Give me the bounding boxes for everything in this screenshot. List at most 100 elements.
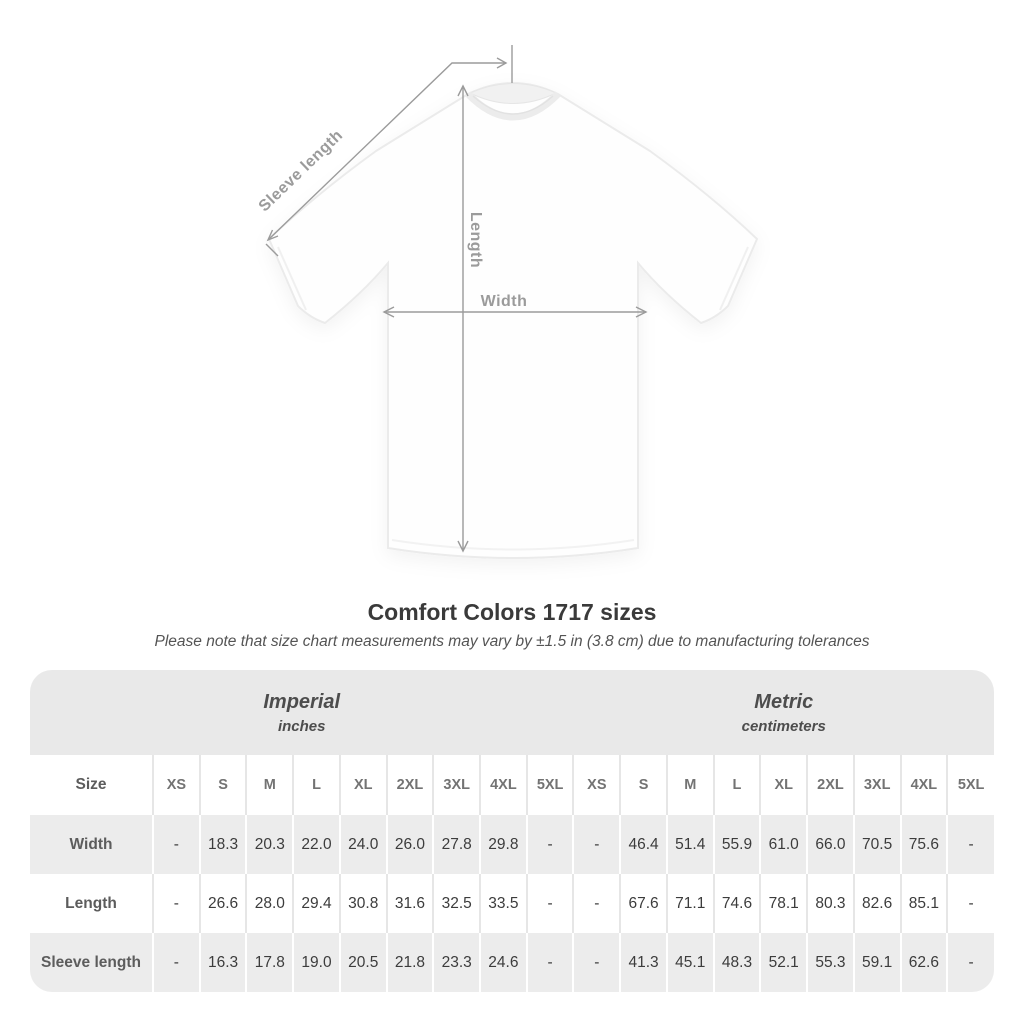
tshirt-neckline-stitch [472,95,554,115]
size-header-cell: 4XL [899,755,948,815]
size-header-cell: 2XL [385,755,434,815]
sleeve-length-arrow [265,45,513,257]
size-value-cell: 22.0 [292,815,340,874]
tshirt-neckline [465,91,561,121]
size-value-cell: 67.6 [619,874,667,933]
size-chart-table: Imperial inches Metric centimeters Size … [30,670,994,992]
size-header-cell: 5XL [525,755,574,815]
size-value-cell: 24.6 [479,933,527,992]
size-value-cell: - [572,815,621,874]
centimeters-label: centimeters [741,717,826,735]
size-value-cell: 27.8 [432,815,481,874]
size-value-cell: 62.6 [899,933,948,992]
size-value-cell: 82.6 [852,874,901,933]
table-row-length: Length - 26.6 28.0 29.4 30.8 31.6 32.5 3… [30,874,994,933]
size-header-cell: 2XL [806,755,854,815]
metric-unit-header: Metric centimeters [573,670,994,755]
size-value-cell: 19.0 [292,933,340,992]
size-value-cell: - [525,874,574,933]
length-label: Length [467,212,484,268]
table-row-sleeve-length: Sleeve length - 16.3 17.8 19.0 20.5 21.8… [30,933,994,992]
size-value-cell: 33.5 [479,874,527,933]
size-value-cell: - [946,933,994,992]
length-arrow [457,84,469,553]
bottom-hem-stitch [391,539,635,551]
size-tolerance-note: Please note that size chart measurements… [154,633,870,650]
metric-label: Metric [754,690,814,713]
size-value-cell: - [152,815,200,874]
size-column-header: Size [30,755,153,815]
size-header-cell: S [198,755,247,815]
size-value-cell: 29.8 [479,815,527,874]
size-value-cell: - [946,874,994,933]
size-value-cell: 17.8 [245,933,294,992]
size-value-cell: 23.3 [432,933,481,992]
size-header-cell: L [712,755,761,815]
tshirt-diagram: Sleeve length Length Width [256,45,759,559]
size-value-cell: 28.0 [245,874,294,933]
sleeve-hem-left [277,246,307,311]
inches-label: inches [277,717,326,735]
size-header-cell: XL [759,755,808,815]
size-header-cell: S [619,755,667,815]
size-value-cell: 32.5 [432,874,481,933]
sleeve-hem-right [719,246,749,311]
size-value-cell: 41.3 [619,933,667,992]
size-header-cell: 3XL [432,755,481,815]
size-value-cell: - [525,933,574,992]
width-label: Width [481,293,528,310]
size-value-cell: - [572,874,621,933]
width-arrow [382,306,648,318]
size-value-cell: 78.1 [759,874,808,933]
size-header-cell: M [245,755,294,815]
size-header-cell: L [292,755,340,815]
size-value-cell: - [152,874,200,933]
size-value-cell: 45.1 [665,933,714,992]
size-header-cell: XS [152,755,200,815]
size-header-cell: 4XL [479,755,527,815]
size-table: Imperial inches Metric centimeters Size … [30,670,994,992]
size-value-cell: 75.6 [899,815,948,874]
size-value-cell: 21.8 [385,933,434,992]
size-value-cell: 16.3 [198,933,247,992]
size-value-cell: 85.1 [899,874,948,933]
tshirt-graphic [267,82,759,559]
size-header-cell: 3XL [852,755,901,815]
size-value-cell: 29.4 [292,874,340,933]
unit-band-row: Imperial inches Metric centimeters [30,670,994,755]
page-title: Comfort Colors 1717 sizes [367,599,657,625]
imperial-label: Imperial [263,690,341,713]
size-value-cell: 74.6 [712,874,761,933]
row-label: Sleeve length [41,953,141,971]
size-header-row: Size XS S M L XL 2XL 3XL 4XL 5XL XS S M … [30,755,994,815]
table-row-width: Width - 18.3 20.3 22.0 24.0 26.0 27.8 29… [30,815,994,874]
size-header-cell: XL [338,755,387,815]
tshirt-body [267,82,759,559]
size-header-cell: 5XL [946,755,994,815]
size-value-cell: 51.4 [665,815,714,874]
size-value-cell: 52.1 [759,933,808,992]
size-value-cell: 20.5 [338,933,387,992]
size-value-cell: 55.3 [806,933,854,992]
size-value-cell: 30.8 [338,874,387,933]
size-value-cell: 66.0 [806,815,854,874]
size-value-cell: 80.3 [806,874,854,933]
row-label: Width [69,835,113,853]
size-value-cell: - [946,815,994,874]
size-value-cell: 70.5 [852,815,901,874]
size-value-cell: 61.0 [759,815,808,874]
size-value-cell: 55.9 [712,815,761,874]
size-value-cell: - [572,933,621,992]
size-header-cell: M [665,755,714,815]
size-value-cell: 46.4 [619,815,667,874]
size-value-cell: 59.1 [852,933,901,992]
size-value-cell: - [525,815,574,874]
size-value-cell: 26.0 [385,815,434,874]
size-value-cell: 71.1 [665,874,714,933]
size-header-cell: XS [572,755,621,815]
size-value-cell: 24.0 [338,815,387,874]
size-value-cell: - [152,933,200,992]
size-value-cell: 20.3 [245,815,294,874]
size-value-cell: 48.3 [712,933,761,992]
imperial-unit-header: Imperial inches [30,670,574,755]
